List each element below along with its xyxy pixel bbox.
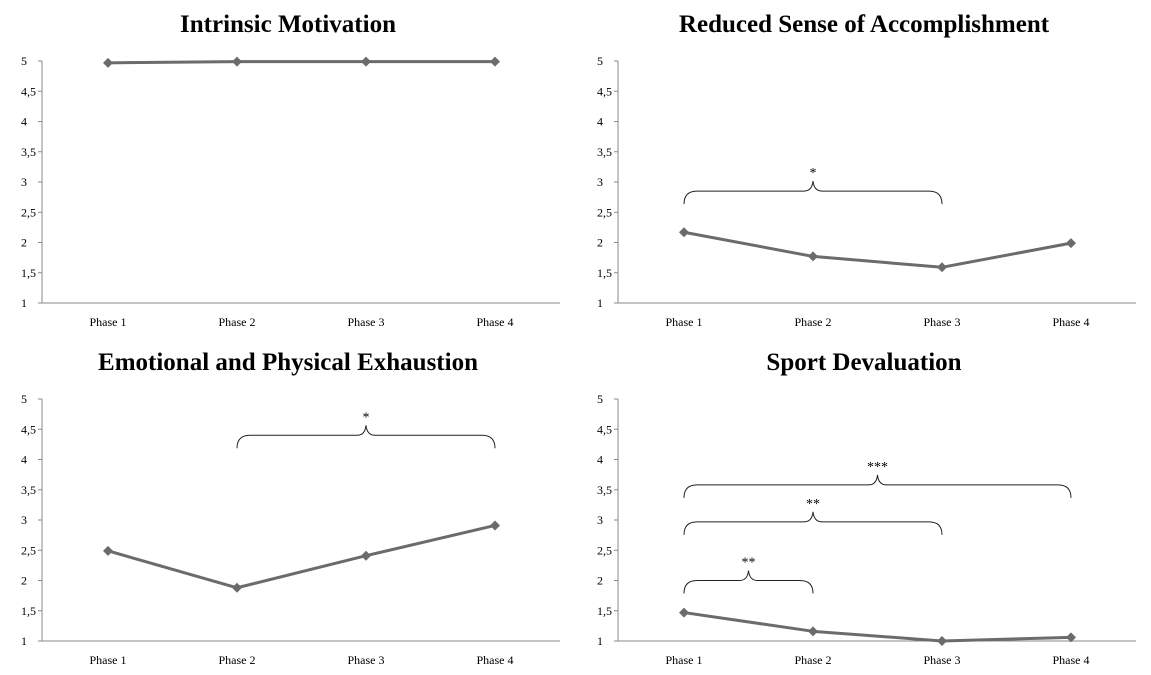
x-tick-label: Phase 4 [477,315,514,329]
significance-bracket [683,474,1072,498]
data-point [808,251,818,262]
y-tick-label: 2 [597,574,603,588]
x-tick-label: Phase 2 [219,315,256,329]
x-tick-label: Phase 1 [90,315,127,329]
significance-bracket [236,425,496,449]
y-tick-label: 3,5 [21,145,36,159]
data-point [679,607,689,618]
line-chart-svg: Emotional and Physical Exhaustion 1 1,5 2 2,… [21,349,560,667]
significance-label: ** [806,497,820,512]
x-tick-label: Phase 2 [219,653,256,667]
chart-panel-exhaustion: Emotional and Physical Exhaustion 1 1,5 2 2,… [0,338,575,675]
x-tick-label: Phase 3 [348,315,385,329]
y-tick-label: 2 [597,236,603,250]
y-tick-label: 4 [21,453,27,467]
significance-label: * [363,410,370,425]
x-tick-label: Phase 2 [795,315,832,329]
significance-label: *** [867,460,888,475]
y-tick-label: 3,5 [597,145,612,159]
data-point [490,520,500,531]
x-tick-label: Phase 1 [666,653,703,667]
x-tick-label: Phase 1 [90,653,127,667]
y-tick-label: 1,5 [597,266,612,280]
data-point [937,262,947,273]
line-chart-svg: Intrinsic Motivation 1 1,5 2 2,5 3 3,5 4 4,5 5 Pha… [21,11,560,329]
y-tick-label: 4,5 [597,422,612,436]
x-tick-label: Phase 4 [1053,653,1090,667]
chart-panel-intrinsic-motivation: Intrinsic Motivation 1 1,5 2 2,5 3 3,5 4 4,5 5 Pha… [0,0,575,337]
data-point [361,550,371,561]
chart-title: Intrinsic Motivation [180,11,396,38]
data-point [361,56,371,67]
y-tick-label: 4 [597,453,603,467]
data-point [1066,238,1076,249]
data-point [679,227,689,238]
y-tick-label: 4 [21,115,27,129]
x-tick-label: Phase 2 [795,653,832,667]
y-tick-label: 1,5 [597,604,612,618]
chart-title: Reduced Sense of Accomplishment [679,11,1050,38]
y-tick-label: 1,5 [21,604,36,618]
y-tick-label: 1 [597,634,603,648]
series-line [107,523,496,590]
y-tick-label: 3 [597,513,603,527]
chart-panel-reduced-accomplishment: Reduced Sense of Accomplishment 1 1,5 2 2,5 3… [576,0,1151,337]
y-tick-label: 1 [597,296,603,310]
data-point [490,56,500,67]
chart-title: Sport Devaluation [766,349,961,376]
data-point [937,636,947,646]
significance-bracket [683,181,943,205]
x-tick-label: Phase 4 [477,653,514,667]
y-tick-label: 2,5 [597,205,612,219]
y-tick-label: 4,5 [21,84,36,98]
y-tick-label: 5 [21,392,27,406]
y-tick-label: 3 [21,175,27,189]
y-tick-label: 3,5 [21,483,36,497]
data-point [232,582,242,593]
x-tick-label: Phase 4 [1053,315,1090,329]
y-tick-label: 2,5 [597,543,612,557]
significance-label: ** [742,556,756,571]
series-line [683,230,1072,269]
y-tick-label: 2,5 [21,205,36,219]
y-tick-label: 3 [597,175,603,189]
y-tick-label: 4 [597,115,603,129]
x-tick-label: Phase 3 [348,653,385,667]
y-tick-label: 4,5 [597,84,612,98]
line-chart-svg: Reduced Sense of Accomplishment 1 1,5 2 2,5 3… [597,11,1136,329]
series-line [683,611,1072,643]
data-point [103,57,113,68]
x-tick-label: Phase 3 [924,653,961,667]
significance-label: * [810,166,817,181]
y-tick-label: 3 [21,513,27,527]
line-chart-svg: Sport Devaluation 1 1,5 2 2,5 3 3,5 4 4,5 5 Phase … [597,349,1136,667]
y-tick-label: 5 [597,392,603,406]
y-tick-label: 5 [21,54,27,68]
chart-title: Emotional and Physical Exhaustion [98,349,478,376]
data-point [808,626,818,637]
y-tick-label: 2 [21,236,27,250]
y-tick-label: 2 [21,574,27,588]
y-tick-label: 2,5 [21,543,36,557]
y-tick-label: 4,5 [21,422,36,436]
data-point [103,545,113,556]
y-tick-label: 1 [21,296,27,310]
y-tick-label: 1 [21,634,27,648]
data-point [1066,632,1076,643]
significance-bracket [683,511,943,535]
y-tick-label: 1,5 [21,266,36,280]
series-line [107,60,495,65]
chart-panel-sport-devaluation: Sport Devaluation 1 1,5 2 2,5 3 3,5 4 4,5 5 Phase … [576,338,1151,675]
significance-bracket [683,570,814,594]
y-tick-label: 3,5 [597,483,612,497]
x-tick-label: Phase 3 [924,315,961,329]
data-point [232,56,242,67]
x-tick-label: Phase 1 [666,315,703,329]
y-tick-label: 5 [597,54,603,68]
